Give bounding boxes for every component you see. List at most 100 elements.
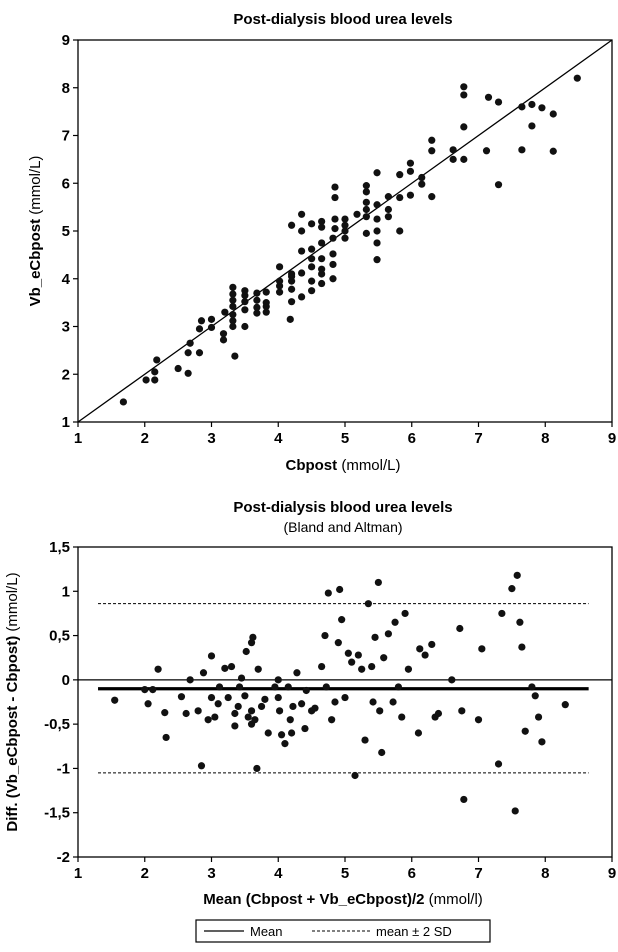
bland-altman-chart: Post-dialysis blood urea levels (Bland a… <box>4 499 616 943</box>
data-point <box>374 578 382 587</box>
data-point <box>338 616 346 624</box>
data-point <box>204 716 212 724</box>
data-point <box>449 146 457 154</box>
data-point <box>194 707 202 715</box>
y-tick-label: -1 <box>57 760 70 777</box>
data-point <box>336 585 344 594</box>
data-point <box>318 223 326 231</box>
data-point <box>264 729 272 737</box>
data-point <box>414 729 423 737</box>
data-point <box>186 676 194 684</box>
data-point <box>573 74 581 82</box>
data-point <box>311 704 319 712</box>
x-tick-label: 8 <box>541 430 549 447</box>
data-point <box>329 275 337 283</box>
data-point <box>119 398 127 406</box>
data-point <box>549 147 557 155</box>
data-point <box>406 159 415 167</box>
x-tick-label: 7 <box>474 430 482 447</box>
data-point <box>460 91 468 99</box>
data-point <box>498 609 506 618</box>
data-point <box>298 227 306 235</box>
data-point <box>334 639 342 647</box>
y-tick-label: 7 <box>62 128 70 145</box>
data-point <box>262 308 270 316</box>
data-point <box>531 692 539 700</box>
x-tick-label: 4 <box>274 865 283 882</box>
data-point <box>318 279 326 288</box>
data-point <box>528 122 536 130</box>
scatter-chart-identity: Post-dialysis blood urea levels 1 2 3 4 5 6 7 8… <box>27 11 616 474</box>
data-point <box>286 716 294 724</box>
data-point <box>244 713 252 721</box>
data-point <box>274 693 282 702</box>
data-point <box>151 368 159 376</box>
data-point <box>199 669 208 677</box>
data-point <box>362 198 370 206</box>
data-point <box>353 210 361 218</box>
data-point <box>111 696 119 704</box>
data-point <box>484 93 493 101</box>
data-point <box>428 193 436 201</box>
data-point <box>227 662 236 671</box>
data-point <box>331 215 339 223</box>
x-tick-label: 6 <box>408 865 416 882</box>
y-tick-label: 1 <box>62 414 70 431</box>
data-point <box>329 260 337 269</box>
data-point <box>261 695 269 703</box>
chart2-xlabel-bold: Mean (Cbpost + Vb_eCbpost)/2 <box>203 891 424 908</box>
data-point <box>561 701 569 709</box>
data-point <box>241 306 249 314</box>
data-point <box>418 180 426 188</box>
data-point <box>221 308 229 316</box>
data-point <box>449 155 457 163</box>
data-point <box>281 740 289 748</box>
chart1-title: Post-dialysis blood urea levels <box>233 11 452 28</box>
data-point <box>308 277 316 285</box>
data-point <box>184 369 192 377</box>
y-tick-label: 0 <box>62 672 70 689</box>
data-point <box>538 104 546 112</box>
data-point <box>362 213 370 221</box>
chart1-x-axis-label: Cbpost (mmol/L) <box>285 457 400 474</box>
y-tick-label: 1,5 <box>49 539 70 556</box>
data-point <box>298 210 306 218</box>
data-point <box>195 325 204 333</box>
chart2-ylabel-unit: (mmol/L) <box>4 572 21 635</box>
data-point <box>318 255 326 263</box>
data-point <box>207 652 216 660</box>
data-point <box>549 110 557 118</box>
chart2-ylabel-bold: Diff. (Vb_eCbpost - Cbpost) <box>4 636 21 832</box>
data-point <box>448 676 456 684</box>
chart1-ylabel-bold: Vb_eCbpost <box>27 219 44 307</box>
data-point <box>253 303 261 311</box>
data-point <box>428 136 436 144</box>
y-tick-label: 5 <box>62 223 70 240</box>
data-point <box>289 702 297 711</box>
data-point <box>318 239 326 247</box>
data-point <box>229 322 237 331</box>
data-point <box>318 265 326 273</box>
data-point <box>373 227 381 235</box>
x-tick-label: 3 <box>207 865 215 882</box>
data-point <box>298 700 306 708</box>
data-point <box>394 683 402 691</box>
data-point <box>528 683 536 691</box>
data-point <box>174 364 182 373</box>
data-point <box>341 693 349 702</box>
data-point <box>351 771 359 780</box>
data-point <box>434 709 443 718</box>
data-point <box>241 287 249 295</box>
data-point <box>384 193 392 201</box>
data-point <box>197 762 206 770</box>
data-point <box>378 748 386 757</box>
data-point <box>373 215 381 223</box>
data-point <box>478 645 486 653</box>
data-point <box>207 693 216 702</box>
data-point <box>229 283 237 291</box>
data-point <box>253 296 261 304</box>
data-point <box>229 302 237 311</box>
chart2-subtitle: (Bland and Altman) <box>283 519 402 535</box>
y-tick-label: -1,5 <box>44 805 70 822</box>
data-point <box>362 188 370 196</box>
